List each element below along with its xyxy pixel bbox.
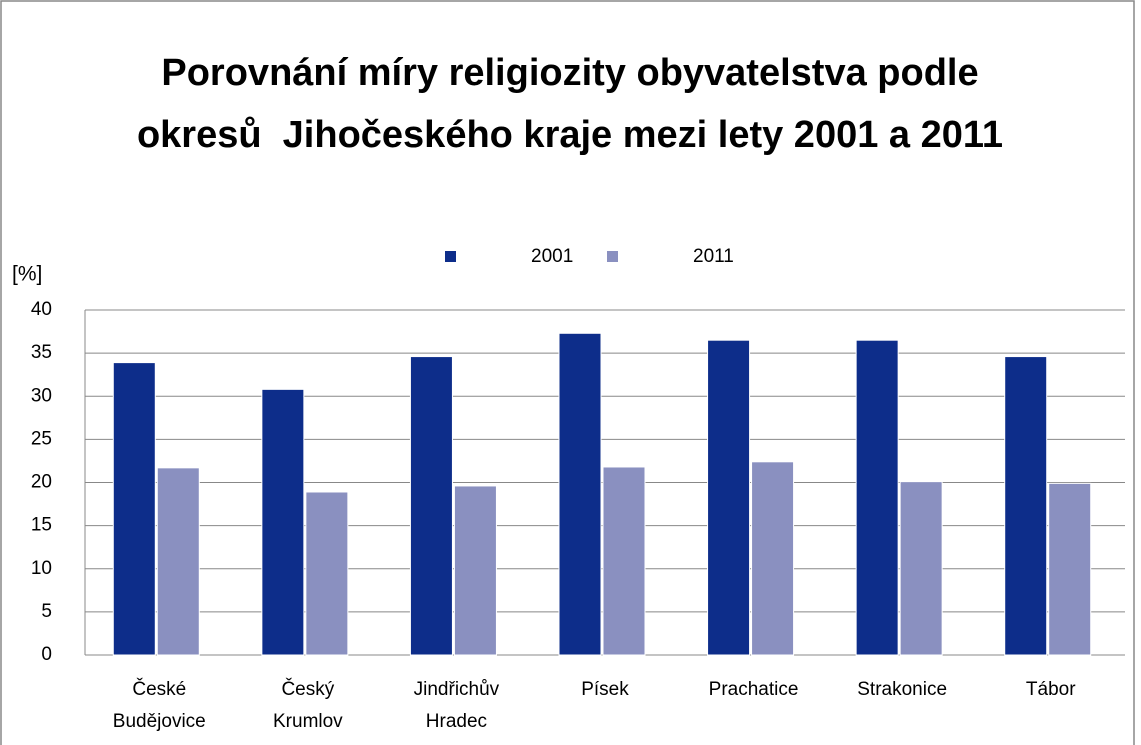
legend-label: 2001 (531, 246, 573, 267)
bar (707, 339, 751, 656)
bar (751, 461, 795, 656)
legend-swatch (445, 251, 456, 262)
bar (1048, 482, 1092, 656)
x-tick-label: Strakonice (857, 679, 947, 700)
bar (453, 485, 497, 656)
bar (409, 356, 453, 656)
x-tick-label: Jindřichův Hradec (414, 679, 500, 732)
x-tick-label: České Budějovice (113, 678, 206, 732)
x-tick-label: Český Krumlov (273, 678, 343, 732)
bar (855, 339, 899, 656)
legend-label: 2011 (693, 246, 734, 267)
y-tick-label: 40 (31, 299, 52, 320)
bar (899, 481, 943, 656)
y-tick-label: 5 (41, 601, 52, 622)
bar (112, 362, 156, 656)
y-tick-label: 15 (31, 515, 52, 536)
y-tick-label: 20 (31, 472, 52, 493)
y-tick-label: 0 (41, 644, 52, 665)
y-tick-label: 10 (31, 558, 52, 579)
bar (156, 467, 200, 656)
y-tick-label: 30 (31, 385, 52, 406)
x-tick-label: Prachatice (709, 679, 799, 700)
legend-swatch (607, 251, 618, 262)
y-tick-label: 35 (31, 342, 52, 363)
chart-title: Porovnání míry religiozity obyvatelstva … (136, 52, 1004, 156)
x-tick-label: Tábor (1026, 679, 1076, 700)
bar (305, 491, 349, 656)
y-tick-label: 25 (31, 428, 52, 449)
bar (558, 332, 602, 656)
bar (1004, 356, 1048, 656)
y-axis-label: [%] (12, 263, 42, 286)
bar (602, 466, 646, 656)
x-tick-label: Písek (581, 679, 629, 700)
bar (261, 388, 305, 656)
